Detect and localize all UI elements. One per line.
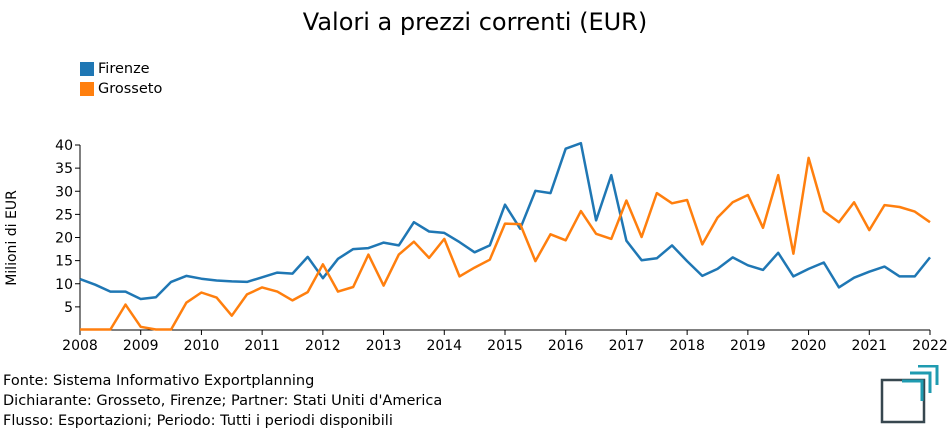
x-tick-label: 2008	[62, 338, 98, 354]
x-tick-label: 2015	[487, 338, 523, 354]
y-tick-label: 10	[55, 277, 73, 293]
y-axis-label: Milioni di EUR	[4, 190, 20, 286]
legend-label-grosseto: Grosseto	[98, 81, 163, 97]
legend-swatch-firenze	[80, 62, 94, 76]
x-tick-label: 2009	[123, 338, 159, 354]
legend-swatch-grosseto	[80, 82, 94, 96]
axes: 2008 2009 2010 2011 2012 2013 2014 2015 2016 2017…	[55, 138, 948, 354]
exportplanning-logo-icon	[880, 365, 939, 424]
x-tick-label: 2012	[305, 338, 341, 354]
y-tick-label: 40	[55, 138, 73, 154]
y-tick-label: 15	[55, 254, 73, 270]
legend: Firenze Grosseto	[80, 59, 162, 99]
footer-flow: Flusso: Esportazioni; Periodo: Tutti i p…	[3, 413, 393, 429]
y-tick-label: 20	[55, 231, 73, 247]
series-group	[79, 141, 931, 331]
x-tick-label: 2010	[184, 338, 220, 354]
x-tick-label: 2022	[912, 338, 948, 354]
footer: Fonte: Sistema Informativo Exportplannin…	[3, 371, 442, 431]
y-tick-label: 35	[55, 161, 73, 177]
series-line-grosseto	[80, 156, 931, 331]
x-tick-label: 2019	[730, 338, 766, 354]
x-tick-label: 2011	[244, 338, 280, 354]
legend-label-firenze: Firenze	[98, 61, 150, 77]
x-tick-label: 2017	[609, 338, 645, 354]
legend-item-grosseto: Grosseto	[80, 79, 162, 99]
footer-declarant: Dichiarante: Grosseto, Firenze; Partner:…	[3, 393, 443, 409]
series-line-firenze	[79, 141, 931, 301]
x-tick-label: 2014	[426, 338, 462, 354]
x-tick-label: 2018	[669, 338, 705, 354]
y-tick-label: 30	[55, 184, 73, 200]
chart-title: Valori a prezzi correnti (EUR)	[302, 8, 648, 36]
y-tick-label: 25	[55, 207, 73, 223]
x-tick-label: 2016	[548, 338, 584, 354]
x-tick-label: 2020	[791, 338, 827, 354]
footer-source: Fonte: Sistema Informativo Exportplannin…	[3, 373, 315, 389]
y-tick-label: 5	[64, 300, 73, 316]
legend-item-firenze: Firenze	[80, 59, 162, 79]
x-tick-label: 2021	[851, 338, 887, 354]
x-tick-label: 2013	[366, 338, 402, 354]
